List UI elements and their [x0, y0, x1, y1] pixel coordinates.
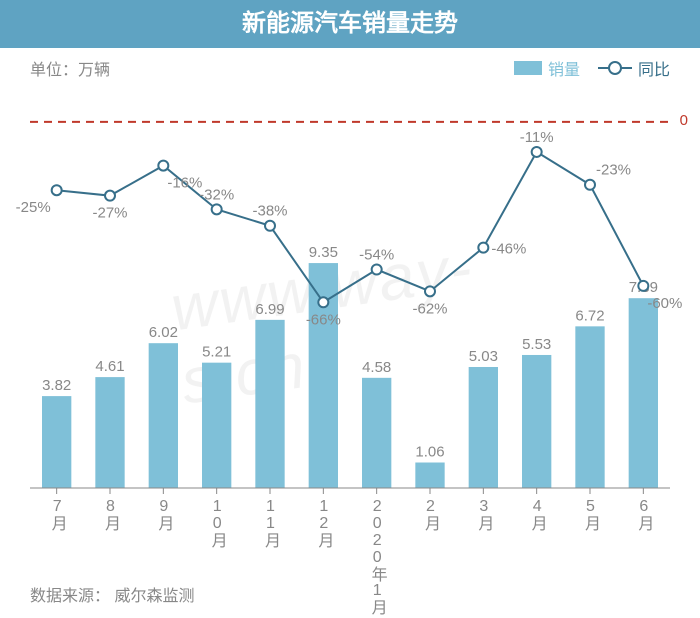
bar-value-label: 4.58	[362, 359, 391, 376]
bar	[362, 378, 391, 488]
bar-value-label: 4.61	[95, 358, 124, 375]
bar-value-label: 5.03	[469, 348, 498, 365]
x-tick-label: 7月	[45, 498, 69, 531]
bar-value-label: 5.53	[522, 336, 551, 353]
line-marker	[318, 297, 328, 307]
line-marker	[532, 147, 542, 157]
line-value-label: -54%	[359, 246, 394, 263]
bar	[415, 463, 444, 488]
x-axis: 7月8月9月10月11月12月2020年1月2月3月4月5月6月	[30, 498, 670, 578]
subtitle-row: 单位：万辆 销量 同比	[0, 48, 700, 80]
line-value-label: -27%	[92, 205, 127, 222]
x-tick-label: 5月	[578, 498, 602, 531]
bar-value-label: 5.21	[202, 344, 231, 361]
bar	[202, 363, 231, 488]
bar	[469, 367, 498, 488]
bar-value-label: 6.72	[575, 307, 604, 324]
bar-value-label: 6.99	[255, 301, 284, 318]
line-marker	[158, 161, 168, 171]
chart-title: 新能源汽车销量走势	[0, 0, 700, 48]
legend-bar-swatch	[514, 61, 542, 75]
x-tick-label: 8月	[98, 498, 122, 531]
line-marker	[212, 204, 222, 214]
legend-bar: 销量	[514, 56, 580, 80]
plot-area: 3.82 4.61 6.02 5.21 6.99 9.35 4.58 1.06 5.03 5.53…	[30, 100, 670, 488]
bar	[575, 326, 604, 488]
x-tick-label: 10月	[205, 498, 229, 548]
zero-line-label: 0	[680, 112, 688, 129]
x-tick-label: 2月	[418, 498, 442, 531]
line-value-label: -25%	[16, 199, 51, 216]
source-name: 威尔森监测	[114, 588, 194, 605]
line-value-label: -32%	[199, 186, 234, 203]
x-tick-label: 4月	[525, 498, 549, 531]
bar	[95, 377, 124, 488]
line-marker	[265, 221, 275, 231]
line-marker	[585, 180, 595, 190]
chart-container: 新能源汽车销量走势 单位：万辆 销量 同比 www.way-s.cn 3.824…	[0, 0, 700, 618]
bar-value-label: 6.02	[149, 324, 178, 341]
line-marker	[478, 243, 488, 253]
line-value-label: -11%	[520, 129, 554, 146]
line-marker	[105, 191, 115, 201]
line-value-label: -38%	[252, 203, 287, 220]
legend: 销量 同比	[514, 56, 670, 80]
bar	[149, 343, 178, 488]
legend-line-label: 同比	[638, 56, 670, 80]
line-value-label: -62%	[412, 300, 447, 317]
bar-value-label: 3.82	[42, 377, 71, 394]
bar	[42, 396, 71, 488]
x-tick-label: 12月	[311, 498, 335, 548]
bar	[255, 320, 284, 488]
line-marker	[425, 286, 435, 296]
line-marker	[52, 185, 62, 195]
x-tick-label: 6月	[631, 498, 655, 531]
line-series	[57, 152, 644, 302]
plot-svg: 3.82 4.61 6.02 5.21 6.99 9.35 4.58 1.06 5.03 5.53…	[30, 100, 670, 488]
x-tick-label: 11月	[258, 498, 282, 548]
line-value-label: -60%	[647, 295, 682, 312]
bar-value-label: 1.06	[415, 444, 444, 461]
line-value-label: -23%	[596, 162, 631, 179]
legend-bar-label: 销量	[548, 56, 580, 80]
line-marker	[638, 281, 648, 291]
x-tick-label: 9月	[151, 498, 175, 531]
bar-value-label: 9.35	[309, 244, 338, 261]
x-tick-label: 3月	[471, 498, 495, 531]
unit-label: 单位：万辆	[30, 56, 110, 80]
bar	[522, 355, 551, 488]
legend-line-swatch	[598, 67, 632, 69]
source-prefix: 数据来源：	[30, 588, 110, 605]
line-value-label: -66%	[306, 311, 341, 328]
x-tick-label: 2020年1月	[365, 498, 389, 615]
line-value-label: -16%	[167, 175, 202, 192]
legend-line: 同比	[598, 56, 670, 80]
data-source: 数据来源： 威尔森监测	[30, 582, 194, 606]
line-marker	[372, 264, 382, 274]
line-value-label: -46%	[491, 241, 526, 258]
bar	[629, 298, 658, 488]
